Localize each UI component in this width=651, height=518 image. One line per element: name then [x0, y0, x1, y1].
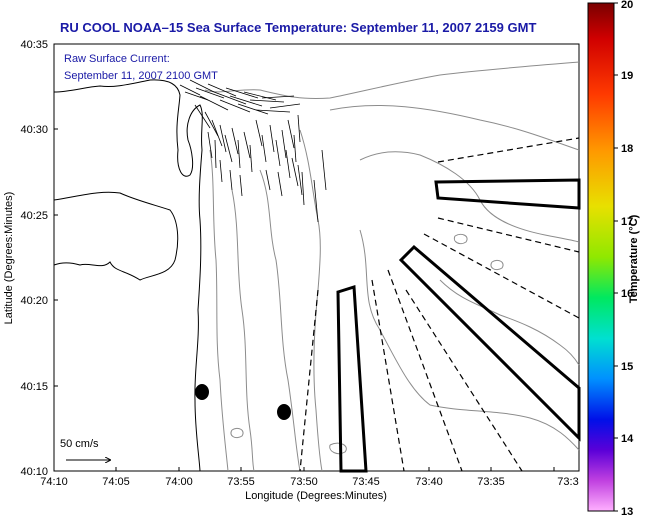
- station-markers: [195, 384, 291, 420]
- x-tick-label: 73:50: [290, 476, 318, 488]
- x-tick-labels: 74:10 74:05 74:00 73:55 73:50 73:45 73:4…: [40, 476, 578, 488]
- radial-dashed-lines: [299, 137, 580, 472]
- colorbar-tick-label: 16: [621, 288, 633, 300]
- surface-current-vectors: [179, 79, 327, 223]
- y-tick-label: 40:10: [20, 466, 48, 478]
- scale-label: 50 cm/s: [60, 438, 99, 450]
- x-axis-label: Longitude (Degrees:Minutes): [245, 490, 387, 502]
- colorbar-tick-label: 20: [621, 0, 633, 11]
- colorbar-tick-label: 14: [621, 433, 634, 445]
- colorbar-tick-label: 13: [621, 506, 633, 518]
- y-tick-label: 40:35: [20, 39, 48, 51]
- x-tick-label: 74:10: [40, 476, 68, 488]
- coastline: [53, 79, 203, 472]
- annotation-line-2: September 11, 2007 2100 GMT: [64, 70, 218, 82]
- colorbar-tick-labels: 20 19 18 17 16 15 14 13: [621, 0, 634, 518]
- y-axis-label: Latitude (Degrees:Minutes): [3, 191, 15, 325]
- x-tick-label: 73:45: [352, 476, 380, 488]
- map-title: RU COOL NOAA–15 Sea Surface Temperature:…: [60, 20, 537, 35]
- colorbar-ticks: [614, 2, 618, 512]
- colorbar-tick-label: 18: [621, 143, 633, 155]
- y-tick-label: 40:15: [20, 381, 48, 393]
- axis-ticks: [53, 43, 555, 472]
- y-tick-label: 40:25: [20, 210, 48, 222]
- x-tick-label: 74:05: [102, 476, 130, 488]
- colorbar-tick-label: 19: [621, 70, 633, 82]
- x-tick-label: 73:3: [557, 476, 578, 488]
- y-tick-labels: 40:35 40:30 40:25 40:20 40:15 40:10: [20, 39, 48, 478]
- y-tick-label: 40:30: [20, 124, 48, 136]
- plot-frame: [53, 43, 580, 472]
- x-tick-label: 73:35: [477, 476, 505, 488]
- annotation-line-1: Raw Surface Current:: [64, 53, 170, 65]
- x-tick-label: 73:40: [415, 476, 443, 488]
- x-tick-label: 73:55: [227, 476, 255, 488]
- colorbar-tick-label: 15: [621, 361, 633, 373]
- colorbar-tick-label: 17: [621, 216, 633, 228]
- colorbar-label: Temperature (°C): [628, 214, 640, 304]
- y-tick-label: 40:20: [20, 295, 48, 307]
- x-tick-label: 74:00: [165, 476, 193, 488]
- colorbar: [587, 2, 615, 512]
